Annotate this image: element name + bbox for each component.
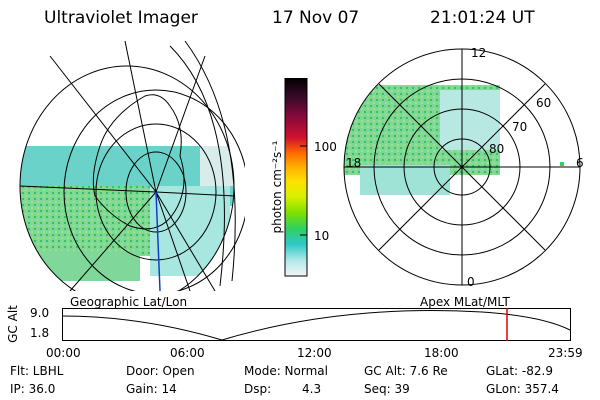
- colorbar: [284, 78, 308, 277]
- polar-plot: [343, 48, 581, 286]
- status-mode: Mode: Normal: [244, 364, 328, 378]
- instrument-title: Ultraviolet Imager: [44, 8, 198, 28]
- xtick-2359: 23:59: [548, 346, 583, 360]
- status-gain: Gain: 14: [126, 382, 177, 396]
- altitude-curve: [62, 310, 571, 341]
- timeline-frame: [62, 308, 571, 341]
- xtick-0600: 06:00: [170, 346, 205, 360]
- polar-grid: [343, 48, 581, 286]
- status-filter: Flt: LBHL: [10, 364, 64, 378]
- antarctica-coastline: [92, 94, 185, 230]
- mlt-label-6: 6: [576, 156, 584, 170]
- colorbar-gradient: [284, 78, 308, 277]
- colorbar-tick-label-100: 100: [314, 140, 337, 154]
- orbit-timeline: [62, 308, 571, 341]
- timeline-ymax: 9.0: [30, 306, 50, 320]
- status-glon: GLon: 357.4: [486, 382, 559, 396]
- time-label: 21:01:24 UT: [430, 8, 535, 28]
- colorbar-tick-label-10: 10: [314, 229, 330, 243]
- status-gc-alt: GC Alt: 7.6 Re: [364, 364, 448, 378]
- xtick-0000: 00:00: [46, 346, 81, 360]
- polar-speck: [560, 162, 564, 166]
- xtick-1800: 18:00: [424, 346, 459, 360]
- timeline-ymin: 1.8: [30, 326, 50, 340]
- status-ip: IP: 36.0: [10, 382, 56, 396]
- colorbar-unit-label: photon cm⁻²s⁻¹: [270, 140, 284, 234]
- status-glat: GLat: -82.9: [486, 364, 553, 378]
- mlt-label-18: 18: [346, 156, 362, 170]
- status-door: Door: Open: [126, 364, 195, 378]
- polar-caption: Apex MLat/MLT: [420, 295, 510, 309]
- mlat-label-80: 80: [489, 142, 505, 156]
- geographic-map: [19, 40, 245, 291]
- timeline-ylabel: GC Alt: [5, 305, 20, 343]
- mlat-label-70: 70: [512, 120, 528, 134]
- mlt-label-0: 0: [467, 275, 475, 289]
- date-label: 17 Nov 07: [272, 8, 360, 28]
- xtick-1200: 12:00: [297, 346, 332, 360]
- status-dsp-label: Dsp:: [244, 382, 272, 396]
- geo-caption: Geographic Lat/Lon: [70, 295, 188, 309]
- mlat-label-60: 60: [536, 96, 552, 110]
- map-grid: [19, 40, 245, 291]
- aurora-emission: [20, 146, 234, 281]
- status-seq: Seq: 39: [364, 382, 410, 396]
- status-dsp-value: 4.3: [302, 382, 322, 396]
- meridian-line: [155, 191, 161, 291]
- mlt-label-12: 12: [471, 46, 487, 60]
